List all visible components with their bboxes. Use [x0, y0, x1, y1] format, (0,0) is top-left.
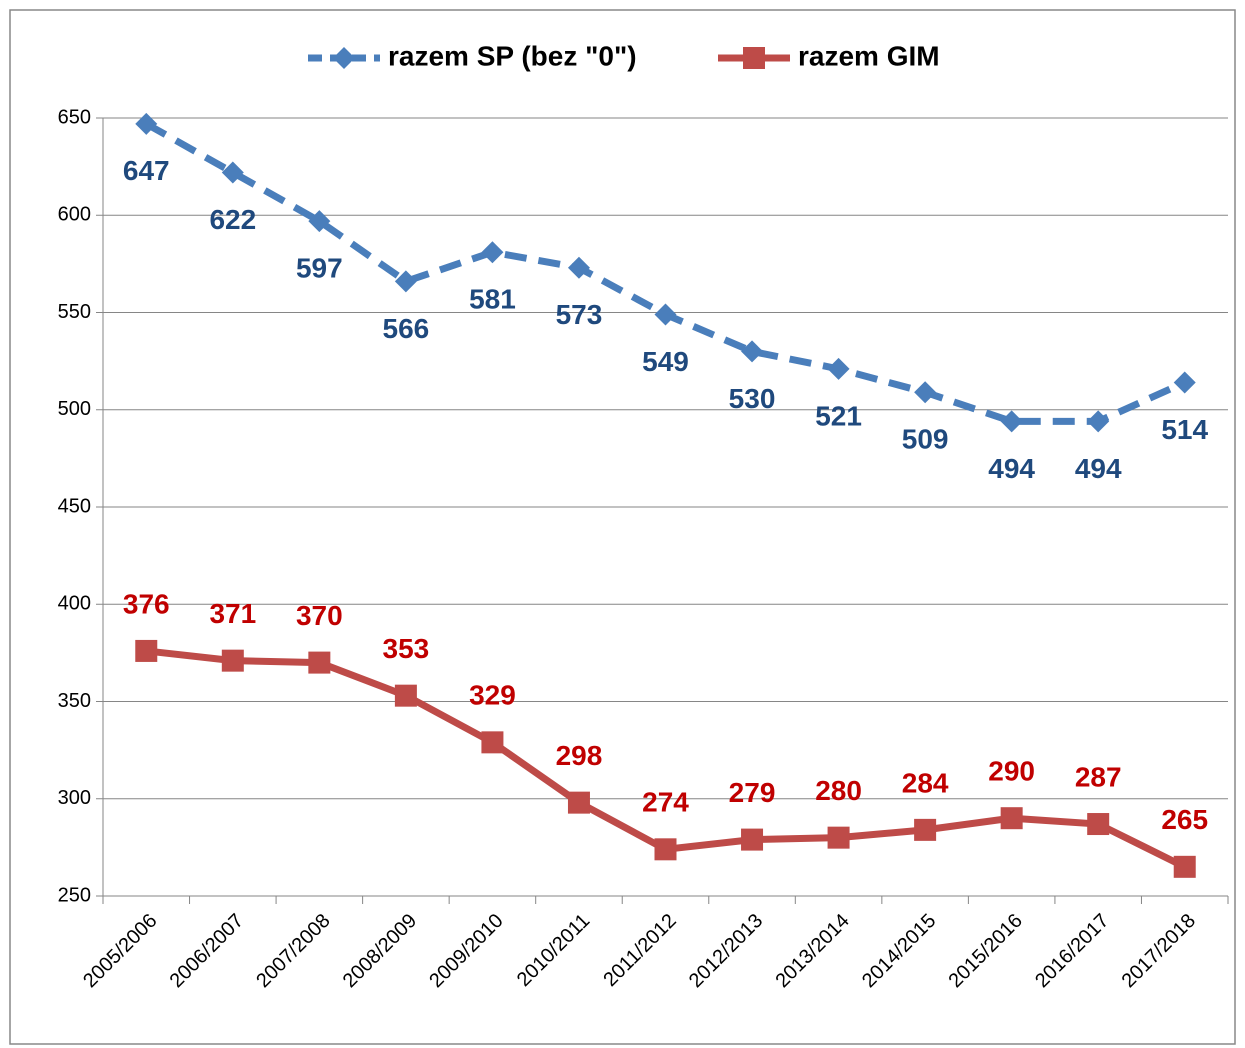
- point-marker: [827, 826, 850, 849]
- data-label: 622: [209, 204, 256, 235]
- data-label: 509: [902, 424, 949, 455]
- y-tick-label: 650: [58, 106, 91, 128]
- data-label: 549: [642, 346, 689, 377]
- y-tick-label: 500: [58, 398, 91, 420]
- data-label: 265: [1161, 804, 1208, 835]
- point-marker: [1173, 855, 1196, 878]
- legend-marker: [333, 47, 355, 69]
- point-marker: [394, 270, 417, 293]
- y-tick-label: 300: [58, 787, 91, 809]
- data-label: 566: [383, 313, 430, 344]
- point-marker: [481, 731, 504, 754]
- data-label: 514: [1161, 414, 1208, 445]
- point-marker: [1173, 371, 1196, 394]
- data-label: 376: [123, 588, 170, 619]
- legend-label: razem SP (bez "0"): [388, 40, 637, 71]
- data-label: 494: [988, 453, 1035, 484]
- data-label: 298: [556, 740, 603, 771]
- point-marker: [1000, 410, 1023, 433]
- data-label: 581: [469, 284, 516, 315]
- point-marker: [654, 838, 677, 861]
- point-marker: [914, 818, 937, 841]
- data-label: 329: [469, 680, 516, 711]
- point-marker: [1087, 410, 1110, 433]
- data-label: 647: [123, 155, 170, 186]
- point-marker: [741, 340, 764, 363]
- data-label: 530: [729, 383, 776, 414]
- data-label: 573: [556, 299, 603, 330]
- y-tick-label: 250: [58, 884, 91, 906]
- point-marker: [741, 828, 764, 851]
- data-label: 284: [902, 767, 949, 798]
- point-marker: [135, 112, 158, 135]
- point-marker: [221, 649, 244, 672]
- legend-marker: [743, 47, 765, 69]
- y-tick-label: 600: [58, 204, 91, 226]
- point-marker: [654, 303, 677, 326]
- point-marker: [567, 791, 590, 814]
- point-marker: [827, 357, 850, 380]
- chart-frame: [9, 9, 1236, 1045]
- point-marker: [308, 651, 331, 674]
- data-label: 494: [1075, 453, 1122, 484]
- y-tick-label: 450: [58, 495, 91, 517]
- data-label: 597: [296, 252, 343, 283]
- y-tick-label: 550: [58, 301, 91, 323]
- point-marker: [394, 684, 417, 707]
- data-label: 280: [815, 775, 862, 806]
- data-label: 287: [1075, 761, 1122, 792]
- point-marker: [481, 241, 504, 264]
- point-marker: [135, 639, 158, 662]
- data-label: 353: [383, 633, 430, 664]
- point-marker: [914, 381, 937, 404]
- y-tick-label: 400: [58, 593, 91, 615]
- data-label: 274: [642, 787, 689, 818]
- data-label: 279: [729, 777, 776, 808]
- point-marker: [221, 161, 244, 184]
- y-tick-label: 350: [58, 690, 91, 712]
- data-label: 290: [988, 756, 1035, 787]
- data-label: 521: [815, 400, 862, 431]
- point-marker: [308, 210, 331, 233]
- point-marker: [1000, 807, 1023, 830]
- point-marker: [567, 256, 590, 279]
- data-label: 371: [209, 598, 256, 629]
- data-label: 370: [296, 600, 343, 631]
- point-marker: [1087, 813, 1110, 836]
- legend-label: razem GIM: [798, 40, 940, 71]
